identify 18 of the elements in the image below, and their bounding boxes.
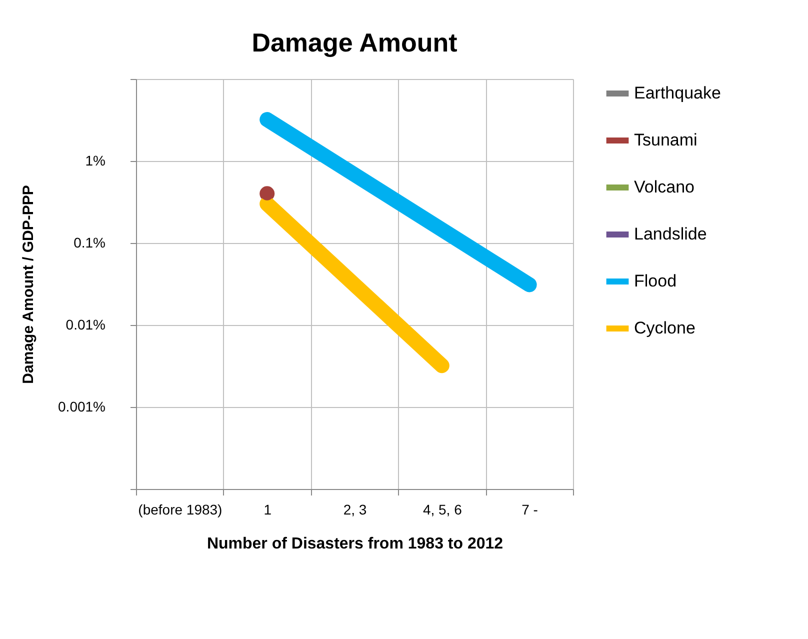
x-tick-label: 7 - <box>522 502 538 518</box>
x-tick-label: 2, 3 <box>343 502 367 518</box>
x-tick-label: (before 1983) <box>138 502 222 518</box>
legend-label: Landslide <box>634 224 707 244</box>
x-tick-label: 4, 5, 6 <box>422 502 462 518</box>
x-axis-title: Number of Disasters from 1983 to 2012 <box>206 536 504 552</box>
y-axis-title: Damage Amount / GDP-PPP <box>20 185 38 384</box>
legend-label: Flood <box>634 272 677 290</box>
chart-title: Damage Amount <box>252 28 458 58</box>
legend-label: Volcano <box>634 178 694 196</box>
legend-label: Tsunami <box>634 130 698 150</box>
y-tick-label: 0.001% <box>58 398 106 414</box>
y-tick-label: 0.1% <box>74 234 106 250</box>
y-tick-label: 1% <box>85 152 106 168</box>
x-tick-label: 1 <box>264 502 272 518</box>
legend-label: Cyclone <box>634 318 696 338</box>
y-tick-label: 0.01% <box>66 316 106 332</box>
legend-label: Earthquake <box>634 84 721 102</box>
